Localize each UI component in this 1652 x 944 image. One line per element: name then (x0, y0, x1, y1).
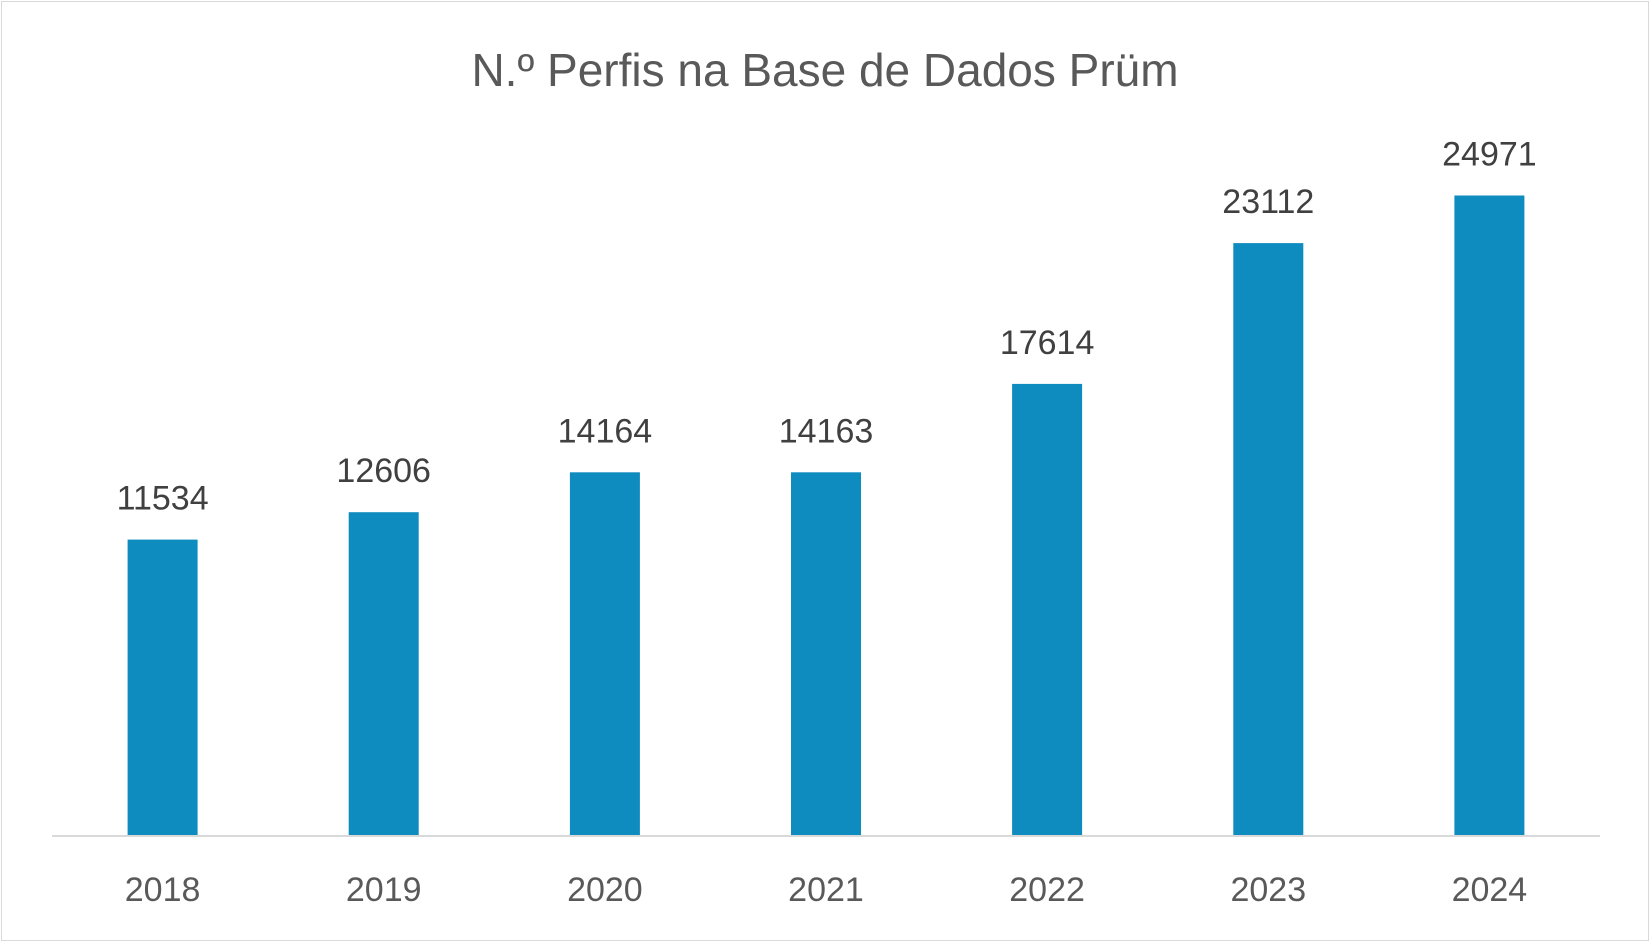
bar-2019 (348, 512, 419, 835)
x-tick-label-2019: 2019 (346, 871, 422, 909)
x-tick-label-2018: 2018 (125, 871, 201, 909)
data-label-2018: 11534 (117, 480, 209, 518)
x-tick-label-2022: 2022 (1009, 871, 1085, 909)
x-tick-label-2023: 2023 (1230, 871, 1306, 909)
bar-2024 (1454, 195, 1525, 835)
x-tick-label-2024: 2024 (1452, 871, 1528, 909)
x-tick-labels-layer: 2018 2019 2020 2021 2022 2023 2024 (125, 871, 1527, 909)
data-label-2023: 23112 (1222, 183, 1314, 221)
x-tick-label-2020: 2020 (567, 871, 643, 909)
data-label-2020: 14164 (558, 412, 653, 450)
data-label-2022: 17614 (1000, 324, 1095, 362)
data-label-2024: 24971 (1442, 136, 1537, 174)
bar-2021 (791, 472, 861, 835)
bar-2018 (127, 539, 198, 835)
bar-2020 (569, 472, 640, 835)
bar-2022 (1012, 383, 1083, 835)
chart-title: N.º Perfis na Base de Dados Prüm (471, 44, 1178, 96)
x-tick-label-2021: 2021 (788, 871, 864, 909)
data-label-2021: 14163 (779, 412, 874, 450)
data-labels-layer: 11534 12606 14164 14163 17614 23112 24971 (117, 136, 1537, 518)
bars-layer (127, 195, 1525, 836)
bar-2023 (1233, 243, 1304, 836)
data-label-2019: 12606 (336, 452, 431, 490)
